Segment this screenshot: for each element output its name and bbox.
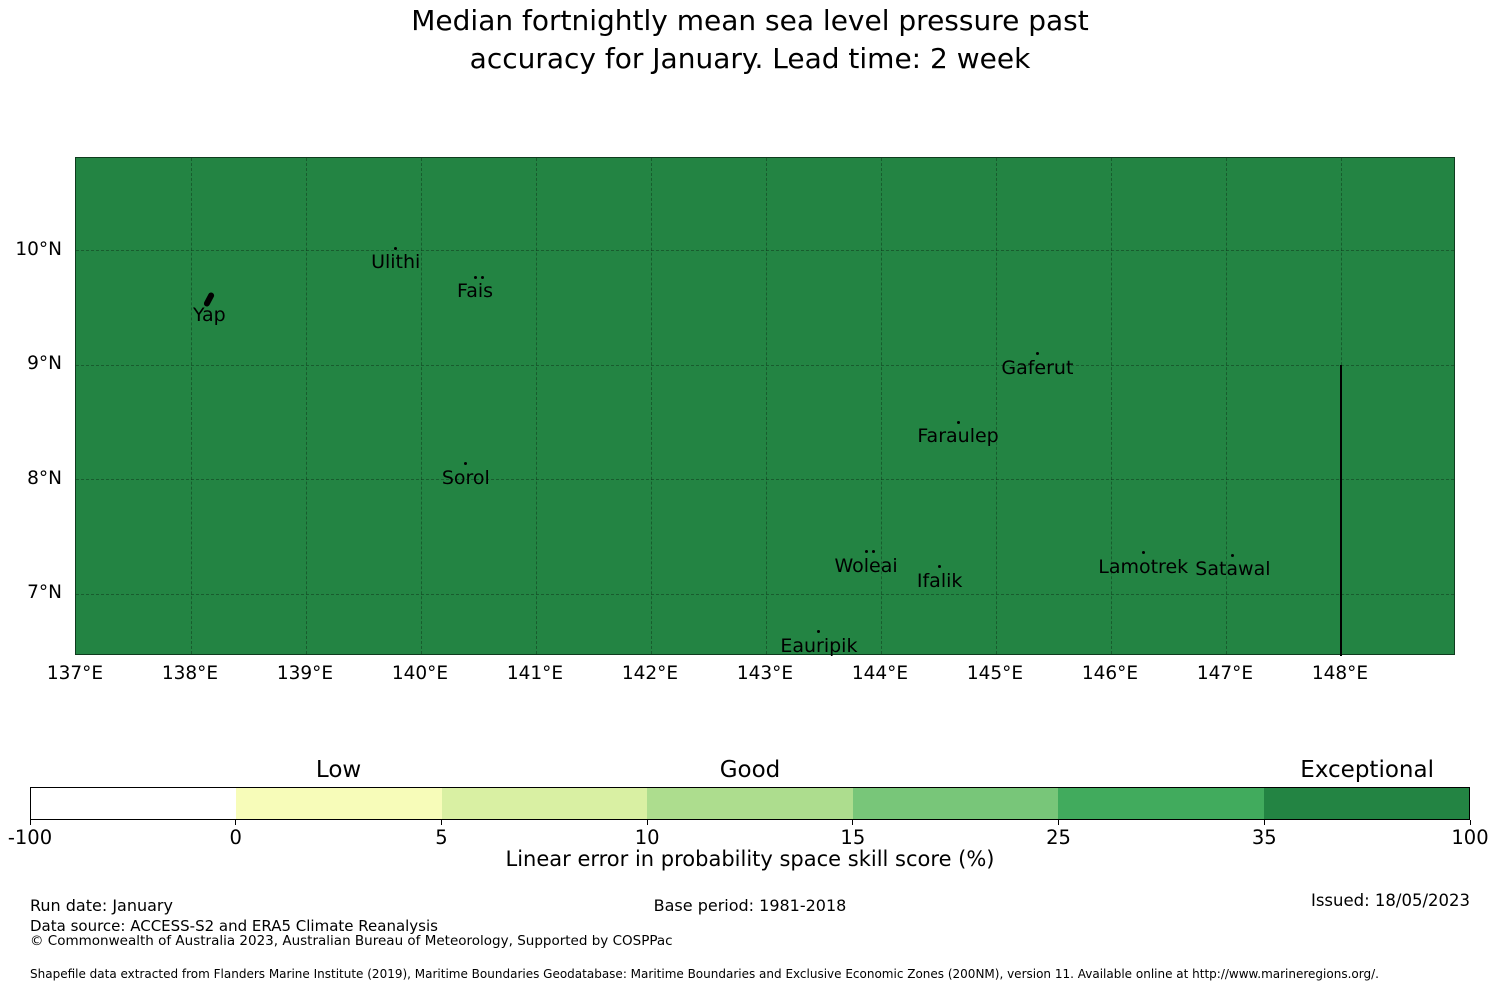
gridline-vertical xyxy=(880,158,882,654)
colorbar-tick-label: -100 xyxy=(7,826,53,849)
colorbar-tick-label: 5 xyxy=(435,826,448,849)
colorbar-segment xyxy=(1058,788,1264,819)
data-source-text: Data source: ACCESS-S2 and ERA5 Climate … xyxy=(30,917,438,935)
gridline-horizontal xyxy=(76,250,1454,252)
colorbar-tick-label: 100 xyxy=(1451,826,1489,849)
colorbar-tick xyxy=(29,820,31,825)
colorbar-segment xyxy=(647,788,853,819)
gridline-vertical xyxy=(535,158,537,654)
colorbar-tick-label: 10 xyxy=(634,826,660,849)
island-label: Yap xyxy=(193,304,226,327)
island-label: Faraulep xyxy=(917,425,999,448)
map-plot-area: Yap Ulithi Fais Sorol Gaferut Faraulep Woleai I… xyxy=(75,157,1455,657)
island-marker xyxy=(480,275,484,279)
x-tick-label: 142°E xyxy=(621,663,679,684)
colorbar-tick xyxy=(646,820,648,825)
island-label: Ifalik xyxy=(916,569,963,592)
gridline-vertical xyxy=(765,158,767,654)
colorbar xyxy=(30,787,1470,820)
island-label: Satawal xyxy=(1195,558,1271,581)
x-tick-label: 145°E xyxy=(966,663,1024,684)
gridline-vertical xyxy=(305,158,307,654)
colorbar-category-label: Good xyxy=(719,757,781,783)
island-label: Ulithi xyxy=(371,251,421,274)
base-period-text: Base period: 1981-2018 xyxy=(653,896,847,915)
y-tick-label: 9°N xyxy=(27,353,62,375)
island-label: Fais xyxy=(457,280,494,303)
island-marker xyxy=(394,246,398,250)
island-label: Sorol xyxy=(441,466,490,489)
colorbar-tick-label: 35 xyxy=(1251,826,1277,849)
island-marker xyxy=(956,420,960,424)
colorbar-tick xyxy=(235,820,237,825)
colorbar-segment xyxy=(236,788,442,819)
colorbar-tick xyxy=(1058,820,1060,825)
x-tick-label: 138°E xyxy=(161,663,219,684)
island-label: Woleai xyxy=(834,554,898,577)
x-tick-label: 146°E xyxy=(1081,663,1139,684)
colorbar-tick xyxy=(1469,820,1471,825)
x-tick-label: 147°E xyxy=(1196,663,1254,684)
colorbar-tick-label: 15 xyxy=(840,826,866,849)
island-marker xyxy=(1231,553,1235,557)
x-tick-label: 139°E xyxy=(276,663,334,684)
island-marker xyxy=(464,462,468,466)
colorbar-category-label: Low xyxy=(315,757,362,783)
colorbar-tick-label: 0 xyxy=(229,826,242,849)
eez-boundary-line xyxy=(1340,365,1342,656)
gridline-vertical xyxy=(995,158,997,654)
title-line-2: accuracy for January. Lead time: 2 week xyxy=(469,42,1031,75)
x-tick-label: 140°E xyxy=(391,663,449,684)
colorbar-segment xyxy=(441,788,648,819)
island-marker xyxy=(473,275,477,279)
colorbar-category-label: Exceptional xyxy=(1300,757,1434,783)
colorbar-segment xyxy=(1263,788,1469,819)
gridline-vertical xyxy=(650,158,652,654)
title-line-1: Median fortnightly mean sea level pressu… xyxy=(411,4,1089,37)
island-marker xyxy=(938,565,942,569)
y-tick-label: 8°N xyxy=(27,467,62,489)
x-tick-label: 143°E xyxy=(736,663,794,684)
island-marker xyxy=(817,630,821,634)
island-label: Lamotrek xyxy=(1098,555,1189,578)
island-marker xyxy=(864,550,868,554)
gridline-horizontal xyxy=(76,479,1454,481)
gridline-vertical xyxy=(1110,158,1112,654)
x-tick-label: 144°E xyxy=(851,663,909,684)
colorbar-tick xyxy=(440,820,442,825)
x-tick-label: 141°E xyxy=(506,663,564,684)
shapefile-note-text: Shapefile data extracted from Flanders M… xyxy=(30,967,1379,981)
colorbar-axis-label: Linear error in probability space skill … xyxy=(505,847,995,871)
island-marker xyxy=(1035,352,1039,356)
island-marker xyxy=(1141,551,1145,555)
y-tick-label: 10°N xyxy=(15,238,62,260)
gridline-vertical xyxy=(190,158,192,654)
island-label: Gaferut xyxy=(1001,356,1074,379)
run-date-text: Run date: January xyxy=(30,896,173,915)
x-tick-label: 137°E xyxy=(46,663,104,684)
colorbar-tick xyxy=(1263,820,1265,825)
gridline-vertical xyxy=(420,158,422,654)
issued-date-text: Issued: 18/05/2023 xyxy=(1310,891,1470,910)
colorbar-segment xyxy=(31,788,237,819)
colorbar-tick-label: 25 xyxy=(1046,826,1071,849)
y-tick-label: 7°N xyxy=(27,582,62,604)
island-label: Eauripik xyxy=(780,634,858,657)
gridline-horizontal xyxy=(76,593,1454,595)
island-marker xyxy=(871,550,875,554)
page-title: Median fortnightly mean sea level pressu… xyxy=(0,2,1500,78)
copyright-text: © Commonwealth of Australia 2023, Austra… xyxy=(30,933,673,949)
colorbar-tick xyxy=(852,820,854,825)
colorbar-segment xyxy=(852,788,1059,819)
gridline-horizontal xyxy=(76,364,1454,366)
gridline-vertical xyxy=(1225,158,1227,654)
x-tick-label: 148°E xyxy=(1311,663,1369,684)
